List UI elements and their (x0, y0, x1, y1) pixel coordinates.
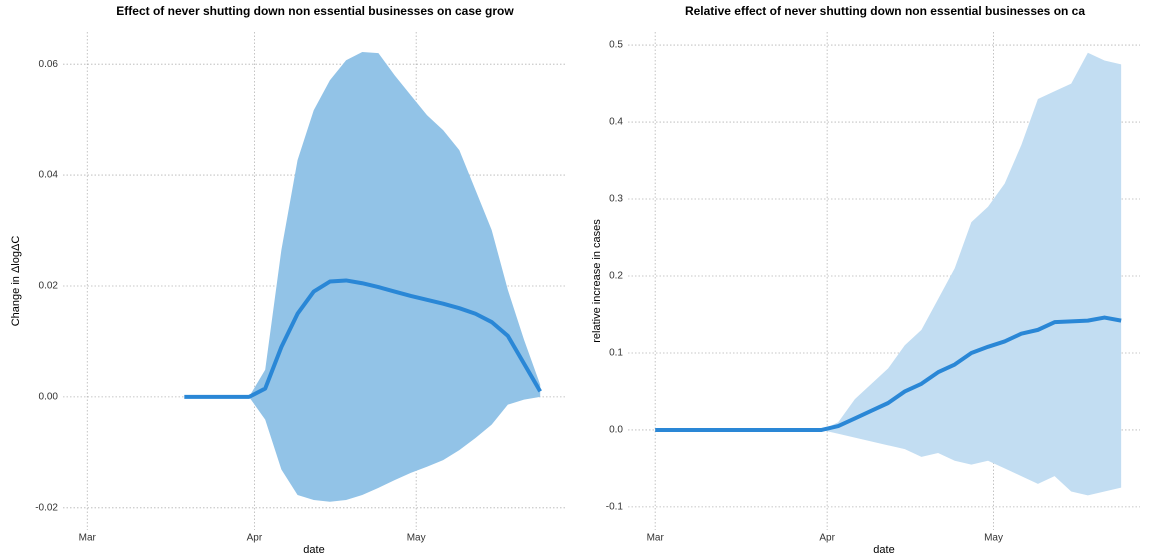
y-tick-label: 0.5 (609, 40, 623, 51)
y-axis-label: relative increase in cases (591, 219, 603, 343)
y-tick-label: 0.1 (609, 348, 623, 359)
y-tick-label: -0.1 (606, 502, 624, 513)
confidence-band (249, 51, 541, 502)
panel: -0.02 0.00 0.02 0.04 0.06 Mar Apr May date Change… (10, 4, 565, 556)
y-tick-label: 0.00 (39, 392, 59, 403)
x-axis-label: date (303, 544, 324, 556)
mean-line (655, 315, 1122, 432)
y-tick-label: 0.2 (609, 271, 623, 282)
x-tick-label: May (407, 533, 426, 544)
y-tick-label: 0.4 (609, 117, 623, 128)
y-tick-label: 0.3 (609, 194, 623, 205)
chart-title: Relative effect of never shutting down n… (685, 4, 1085, 18)
x-tick-label: Mar (79, 533, 97, 544)
x-tick-label: Mar (647, 533, 665, 544)
confidence-band (821, 52, 1122, 496)
y-tick-label: -0.02 (35, 502, 58, 513)
x-tick-label: Apr (819, 533, 835, 544)
y-axis-label: Change in ΔlogΔC (10, 236, 22, 327)
y-tick-label: 0.02 (39, 281, 59, 292)
chart-title: Effect of never shutting down non essent… (116, 4, 514, 18)
panel: -0.1 0.0 0.1 0.2 0.3 0.4 0.5 Mar Apr May date relat… (591, 4, 1140, 556)
x-tick-label: May (984, 533, 1003, 544)
y-tick-label: 0.0 (609, 425, 623, 436)
y-tick-label: 0.06 (39, 59, 59, 70)
mean-line (184, 278, 542, 399)
x-tick-label: Apr (247, 533, 263, 544)
x-axis-label: date (873, 544, 894, 556)
y-tick-label: 0.04 (39, 170, 59, 181)
